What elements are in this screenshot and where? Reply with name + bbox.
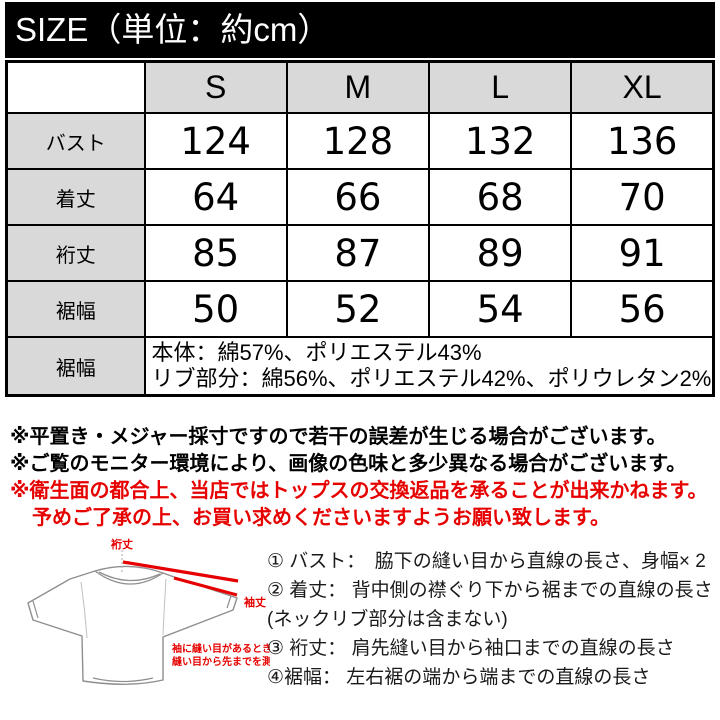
column-header-m: M [285, 60, 431, 114]
garment-diagram: 裄丈 袖丈 袖に縫い目があるときは 縫い目から先までを測る。 [27, 537, 270, 685]
caution-notes: ※平置き・メジャー採寸ですので若干の誤差が生じる場合がございます。 ※ご覧のモニ… [10, 424, 707, 532]
measure-guide-line-length: ② 着丈： 背中側の襟ぐり下から裾までの直線の長さ [267, 580, 713, 601]
sweatshirt-outline [27, 565, 238, 685]
column-header-xl: XL [570, 60, 715, 114]
material-line-rib: リブ部分：綿56%、ポリエステル42%、ポリウレタン2% [151, 366, 712, 391]
material-cell: 本体：綿57%、ポリエステル43% リブ部分：綿56%、ポリエステル42%、ポリ… [143, 336, 715, 397]
note-line: ※平置き・メジャー採寸ですので若干の誤差が生じる場合がございます。 [10, 426, 667, 448]
size-chart-title: SIZE（単位：約cm） [5, 2, 715, 58]
row-label-material: 裾幅 [5, 336, 146, 397]
row-label-hem: 裾幅 [5, 280, 146, 338]
size-table: S M L XL バスト 124 128 132 136 着丈 64 66 68… [5, 60, 715, 397]
cuff-hem-lines [32, 595, 232, 683]
size-value: 54 [427, 280, 573, 338]
shoulder-seams [80, 578, 167, 639]
size-value: 56 [570, 280, 715, 338]
size-value: 66 [285, 168, 431, 226]
measure-guide-line-sleeve: ③ 裄丈： 肩先縫い目から袖口までの直線の長さ [267, 638, 675, 659]
size-value: 85 [143, 224, 288, 282]
row-label-bust: バスト [5, 112, 146, 170]
table-row-bust: バスト 124 128 132 136 [5, 112, 715, 170]
yukitake-label: 裄丈 [110, 537, 133, 551]
size-value: 124 [143, 112, 288, 170]
note-line-warning: 予めご了承の上、お買い求めくださいますようお願い致します。 [32, 507, 610, 529]
size-value: 50 [143, 280, 288, 338]
table-row-hem: 裾幅 50 52 54 56 [5, 280, 715, 338]
seam-note-line2: 縫い目から先までを測る。 [172, 655, 270, 668]
note-line-warning: ※衛生面の都合上、当店ではトップスの交換返品を承ることが出来かねます。 [10, 480, 708, 502]
sodetake-measure-line [173, 576, 238, 597]
size-value: 136 [570, 112, 715, 170]
size-value: 91 [570, 224, 715, 282]
measure-guide-line-hem: ④裾幅： 左右裾の端から端までの直線の長さ [267, 667, 651, 688]
column-header-l: L [427, 60, 573, 114]
size-value: 132 [427, 112, 573, 170]
sodetake-label: 袖丈 [244, 595, 266, 609]
row-label-length: 着丈 [5, 168, 146, 226]
size-value: 89 [427, 224, 573, 282]
measure-guide-line-neck: (ネックリブ部分は含まない) [267, 609, 508, 630]
size-value: 87 [285, 224, 431, 282]
collar-lines [94, 570, 164, 585]
table-corner-cell [5, 60, 146, 114]
size-value: 70 [570, 168, 715, 226]
measure-guide: ① バスト： 脇下の縫い目から直線の長さ、身幅× 2 ② 着丈： 背中側の襟ぐり… [267, 547, 713, 692]
material-line-body: 本体：綿57%、ポリエステル43% [151, 340, 482, 365]
table-header-row: S M L XL [5, 60, 715, 114]
measure-guide-line-bust: ① バスト： 脇下の縫い目から直線の長さ、身幅× 2 [267, 551, 706, 572]
size-value: 64 [143, 168, 288, 226]
size-value: 128 [285, 112, 431, 170]
column-header-s: S [143, 60, 288, 114]
table-row-material: 裾幅 本体：綿57%、ポリエステル43% リブ部分：綿56%、ポリエステル42%… [5, 336, 715, 397]
seam-note-line1: 袖に縫い目があるときは [171, 642, 270, 655]
table-row-sleeve: 裄丈 85 87 89 91 [5, 224, 715, 282]
size-value: 68 [427, 168, 573, 226]
yukitake-measure-line [122, 560, 239, 583]
note-line: ※ご覧のモニター環境により、画像の色味と多少異なる場合がございます。 [10, 453, 687, 475]
row-label-sleeve: 裄丈 [5, 224, 146, 282]
size-value: 52 [285, 280, 431, 338]
table-row-length: 着丈 64 66 68 70 [5, 168, 715, 226]
